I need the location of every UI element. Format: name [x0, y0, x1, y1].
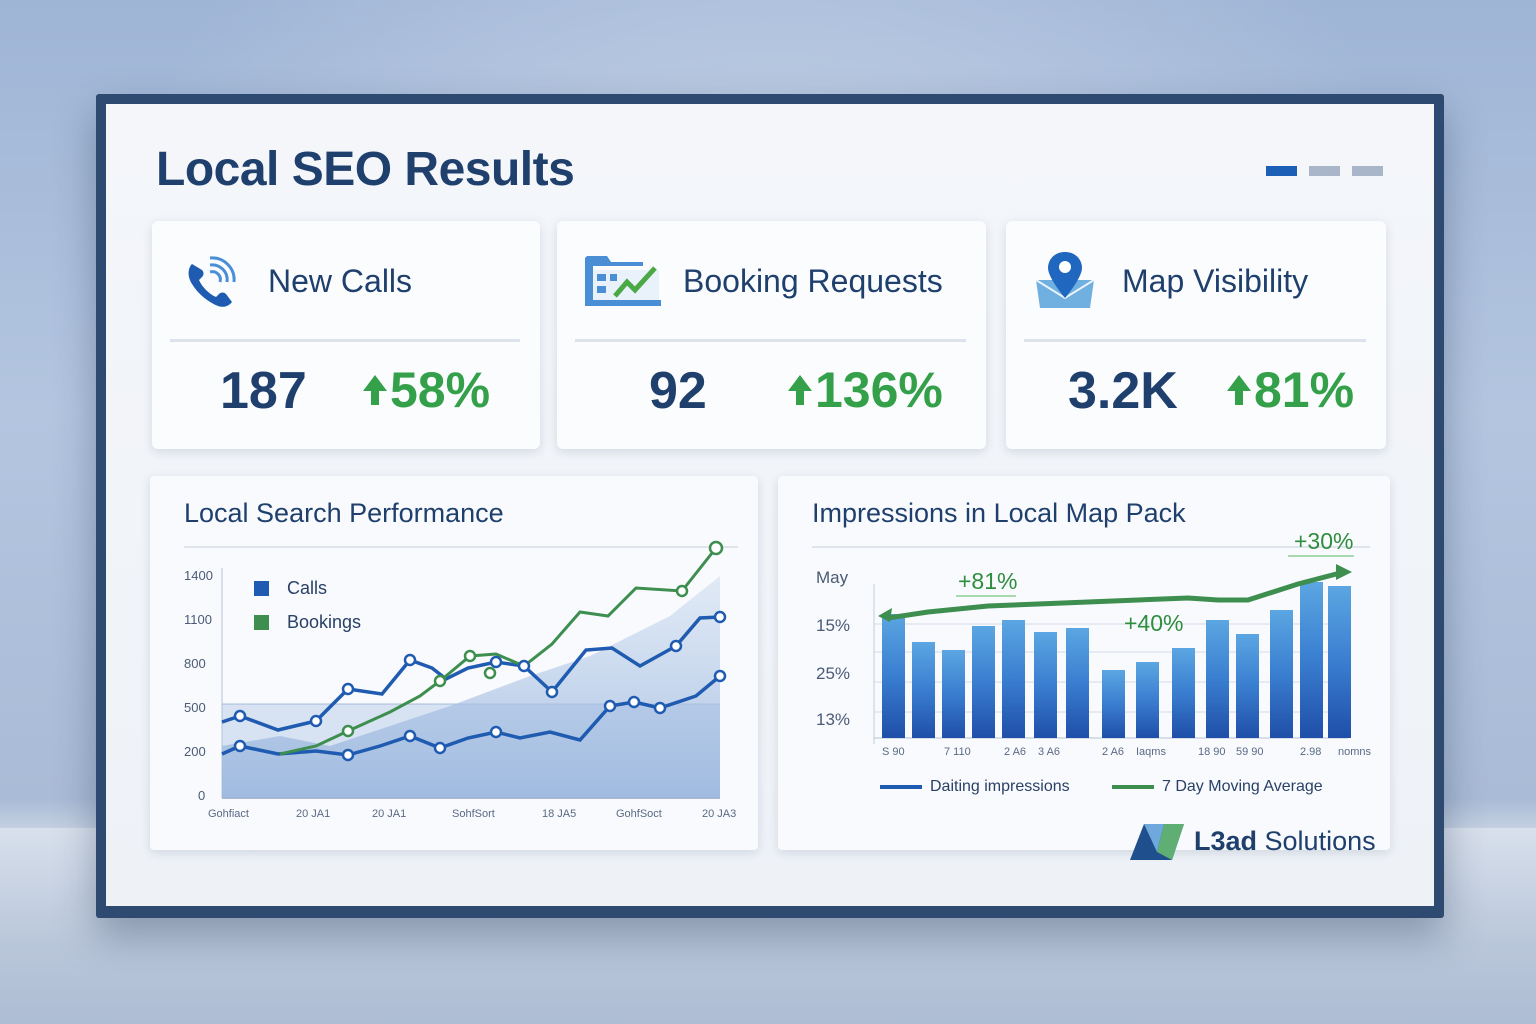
kpi-card-booking-requests: Booking Requests 92 136%: [557, 221, 986, 449]
y-tick: 25%: [816, 664, 851, 683]
legend-swatch: [254, 615, 269, 630]
local-search-performance-panel: Local Search Performance 1400 1100 800 5…: [150, 476, 758, 850]
y-tick: May: [816, 568, 849, 587]
x-tick: 18 90: [1198, 746, 1226, 758]
y-tick: 1100: [184, 612, 212, 627]
arrow-up-icon: [363, 375, 387, 405]
kpi-value: 92: [649, 362, 707, 420]
bar-chart: [873, 555, 1354, 744]
x-tick: 20 JA1: [296, 808, 331, 820]
kpi-delta-value: 58%: [390, 362, 491, 418]
kpi-card-map-visibility: Map Visibility 3.2K 81%: [1006, 221, 1386, 449]
y-tick: 13%: [816, 710, 851, 729]
legend-swatch: [1112, 785, 1154, 789]
kpi-label: Map Visibility: [1122, 262, 1309, 299]
x-tick: 18 JA5: [542, 808, 577, 820]
kpi-card-new-calls: New Calls 187 58%: [152, 221, 540, 449]
booking-chart-icon: [585, 256, 661, 306]
divider: [184, 546, 738, 548]
kpi-delta: 81%: [1226, 361, 1354, 419]
line-chart: [221, 540, 727, 799]
divider: [575, 339, 966, 342]
pager-dot-3[interactable]: [1352, 166, 1383, 176]
y-tick: 0: [198, 788, 206, 803]
y-tick: 500: [184, 700, 206, 715]
divider: [170, 339, 520, 342]
legend-impressions[interactable]: Daiting impressions: [880, 778, 1070, 796]
brand-mark-icon: [1130, 824, 1184, 860]
kpi-delta: 136%: [787, 361, 943, 419]
annotation-40: +40%: [1124, 610, 1184, 636]
kpi-label: Booking Requests: [683, 262, 943, 299]
phone-icon: [188, 256, 236, 307]
divider: [1024, 339, 1366, 342]
dashboard-screen: Local SEO Results New Calls 187 58%: [106, 104, 1434, 906]
panel-title: Local Search Performance: [184, 498, 504, 528]
kpi-delta: 58%: [362, 361, 490, 419]
y-tick: 15%: [816, 616, 851, 635]
legend-calls[interactable]: Calls: [254, 578, 327, 599]
legend-swatch: [254, 581, 269, 596]
page-title: Local SEO Results: [156, 143, 575, 196]
divider: [812, 546, 1370, 548]
pager-dot-1[interactable]: [1266, 166, 1297, 176]
x-tick: Gohfiact: [208, 808, 249, 820]
x-tick: GohfSoct: [616, 808, 662, 820]
x-tick: S 90: [882, 746, 905, 758]
arrow-up-icon: [788, 375, 812, 405]
pager-dot-2[interactable]: [1309, 166, 1340, 176]
x-tick: 2.98: [1300, 746, 1322, 758]
x-tick: 20 JA1: [372, 808, 407, 820]
legend-moving-average[interactable]: 7 Day Moving Average: [1112, 778, 1323, 796]
x-tick: Iaqms: [1136, 746, 1166, 758]
x-tick: SohfSort: [452, 808, 495, 820]
x-tick: 7 110: [944, 746, 971, 758]
x-tick: 2 A6: [1004, 746, 1027, 758]
x-tick: 20 JA3: [702, 808, 737, 820]
panel-title: Impressions in Local Map Pack: [812, 498, 1186, 528]
x-tick: 3 A6: [1038, 746, 1061, 758]
kpi-value: 187: [220, 362, 307, 420]
y-tick: 800: [184, 656, 206, 671]
y-tick: 200: [184, 744, 206, 759]
kpi-delta-value: 136%: [815, 362, 943, 418]
x-tick: nomns: [1338, 746, 1372, 758]
annotation-81: +81%: [958, 568, 1018, 594]
kpi-delta-value: 81%: [1254, 362, 1355, 418]
brand-logo: L3ad Solutions: [1130, 822, 1376, 860]
map-pin-icon: [1035, 252, 1095, 308]
impressions-panel: Impressions in Local Map Pack May 15% 25…: [778, 476, 1390, 850]
x-tick: 2 A6: [1102, 746, 1125, 758]
y-tick: 1400: [184, 568, 213, 583]
legend-swatch: [880, 785, 922, 789]
brand-name: L3ad Solutions: [1194, 825, 1376, 856]
arrow-up-icon: [1227, 375, 1251, 405]
slide-pager: [1266, 166, 1383, 176]
kpi-value: 3.2K: [1068, 362, 1178, 420]
x-tick: 59 90: [1236, 746, 1264, 758]
monitor-frame: Local SEO Results New Calls 187 58%: [96, 94, 1444, 918]
annotation-30: +30%: [1294, 528, 1354, 554]
legend-bookings[interactable]: Bookings: [254, 612, 361, 633]
kpi-label: New Calls: [268, 262, 413, 299]
